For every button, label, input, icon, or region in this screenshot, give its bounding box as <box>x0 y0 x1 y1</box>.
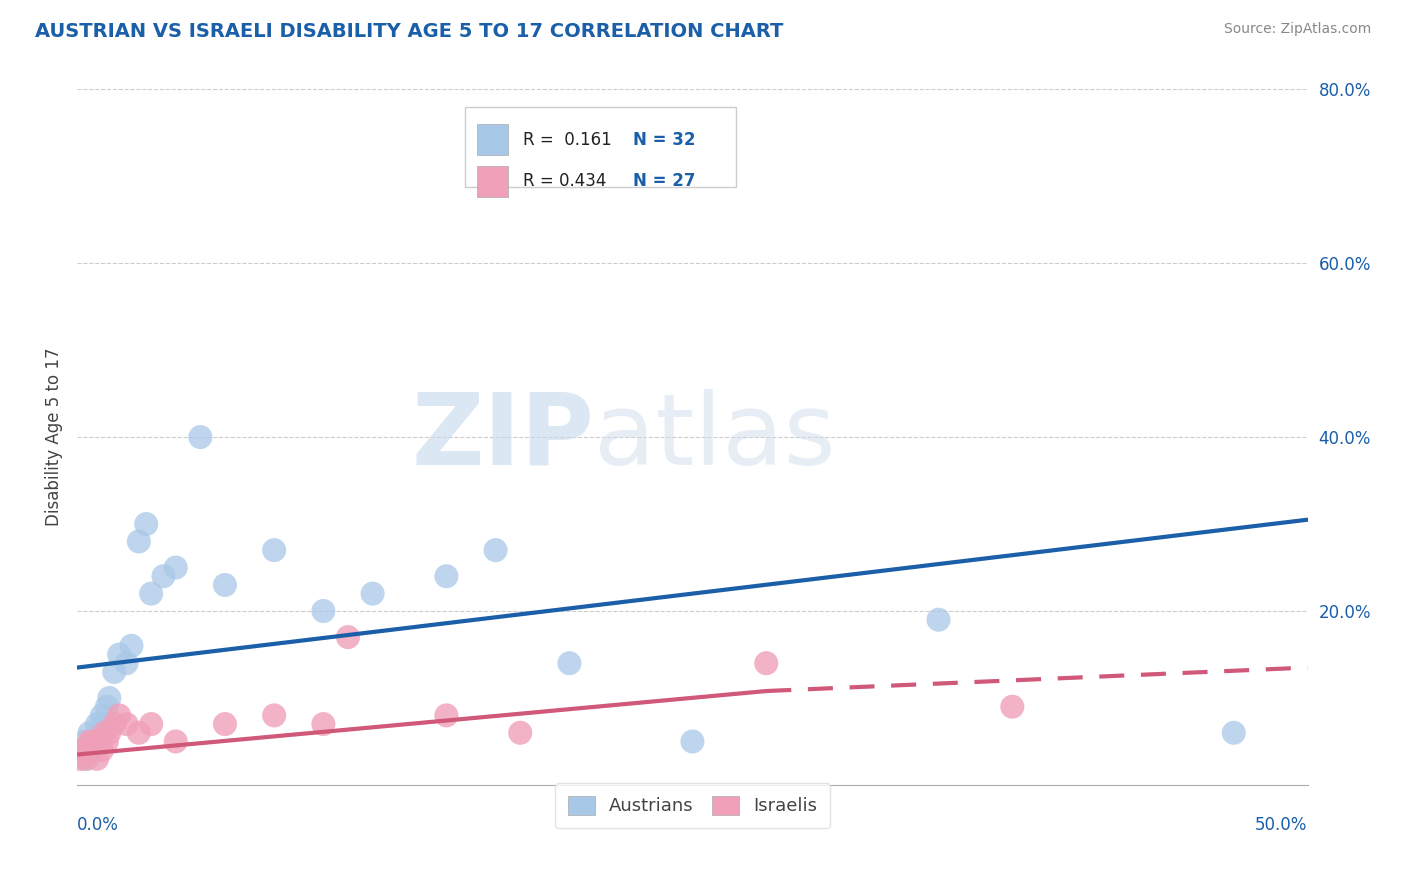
Point <box>682 734 704 748</box>
Point <box>312 604 335 618</box>
Point <box>115 717 138 731</box>
Point <box>121 639 143 653</box>
Point <box>76 743 98 757</box>
Point <box>103 717 125 731</box>
Point <box>98 726 121 740</box>
Point <box>141 717 163 731</box>
Point <box>108 708 131 723</box>
Text: 50.0%: 50.0% <box>1256 816 1308 834</box>
Point <box>485 543 508 558</box>
FancyBboxPatch shape <box>477 124 508 155</box>
Point <box>70 743 93 757</box>
Point <box>1001 699 1024 714</box>
Point <box>152 569 174 583</box>
Legend: Austrians, Israelis: Austrians, Israelis <box>555 783 830 828</box>
Point <box>141 587 163 601</box>
Point <box>509 726 531 740</box>
Point <box>93 726 115 740</box>
Point <box>90 708 114 723</box>
Point <box>82 743 104 757</box>
Point <box>98 690 121 705</box>
FancyBboxPatch shape <box>477 166 508 197</box>
Text: 0.0%: 0.0% <box>77 816 120 834</box>
Point <box>312 717 335 731</box>
Point <box>214 578 236 592</box>
Point <box>337 630 360 644</box>
Point <box>135 516 157 531</box>
Text: R =  0.161: R = 0.161 <box>523 130 612 149</box>
Point <box>89 726 111 740</box>
Text: atlas: atlas <box>595 389 835 485</box>
Point <box>73 734 96 748</box>
Point <box>558 657 581 671</box>
Point <box>69 752 91 766</box>
Point <box>115 657 138 671</box>
Point <box>96 699 118 714</box>
Point <box>436 569 458 583</box>
Point <box>86 752 108 766</box>
Point <box>263 708 285 723</box>
Point <box>76 752 98 766</box>
Point <box>755 657 778 671</box>
Y-axis label: Disability Age 5 to 17: Disability Age 5 to 17 <box>45 348 63 526</box>
Point <box>83 734 105 748</box>
Point <box>83 734 105 748</box>
Point <box>79 726 101 740</box>
Point <box>263 543 285 558</box>
Text: ZIP: ZIP <box>411 389 595 485</box>
Point <box>128 726 150 740</box>
Point <box>165 734 187 748</box>
Point <box>188 430 212 444</box>
Point <box>82 743 104 757</box>
Point <box>928 613 950 627</box>
Point <box>96 734 118 748</box>
Point <box>89 734 111 748</box>
Point <box>1223 726 1246 740</box>
Text: N = 27: N = 27 <box>634 172 696 190</box>
Point <box>73 752 96 766</box>
Point <box>93 717 115 731</box>
Point <box>128 534 150 549</box>
Text: R = 0.434: R = 0.434 <box>523 172 606 190</box>
FancyBboxPatch shape <box>465 106 735 186</box>
Text: Source: ZipAtlas.com: Source: ZipAtlas.com <box>1223 22 1371 37</box>
Point <box>86 717 108 731</box>
Point <box>103 665 125 679</box>
Point <box>361 587 384 601</box>
Point <box>436 708 458 723</box>
Point <box>108 648 131 662</box>
Point <box>70 743 93 757</box>
Point <box>90 743 114 757</box>
Text: N = 32: N = 32 <box>634 130 696 149</box>
Point <box>165 560 187 574</box>
Text: AUSTRIAN VS ISRAELI DISABILITY AGE 5 TO 17 CORRELATION CHART: AUSTRIAN VS ISRAELI DISABILITY AGE 5 TO … <box>35 22 783 41</box>
Point <box>214 717 236 731</box>
Point <box>79 734 101 748</box>
